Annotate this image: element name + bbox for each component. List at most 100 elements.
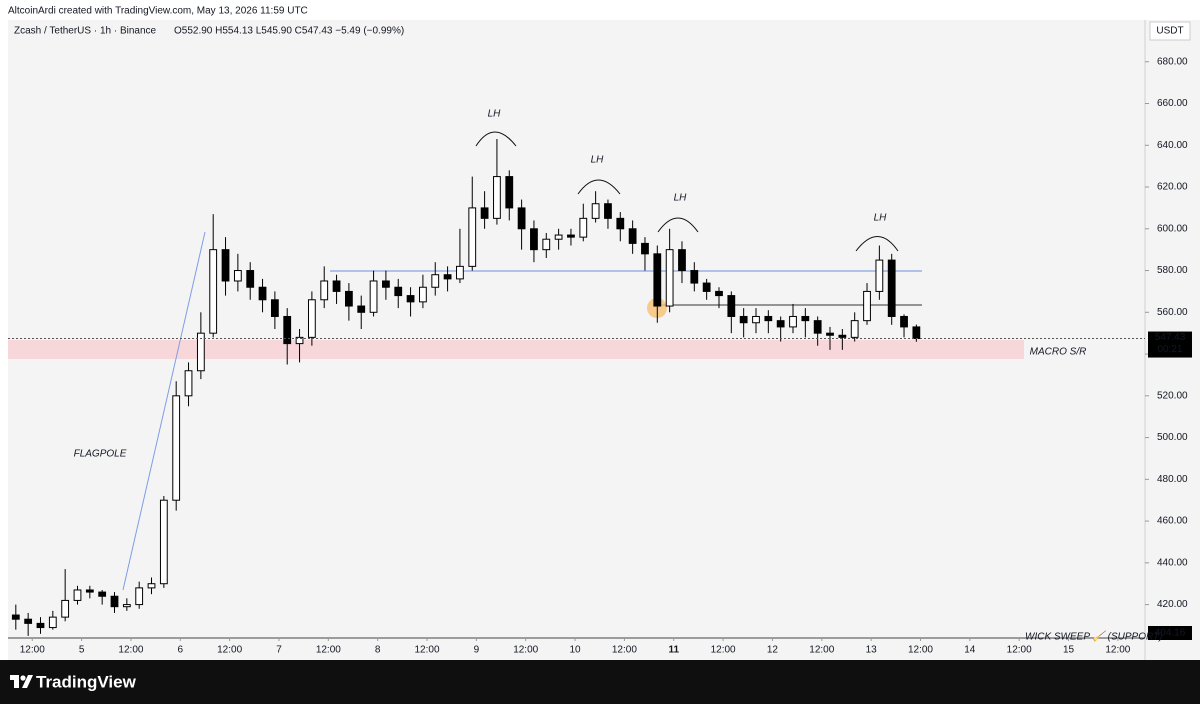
last-price-tag: [1148, 331, 1192, 358]
x-tick-label: 12:00: [316, 645, 341, 656]
footer-bar: [0, 660, 1200, 704]
candle-body: [863, 290, 871, 322]
x-tick-label: 12:00: [118, 645, 143, 656]
candle-body: [98, 591, 107, 597]
candle-body: [345, 290, 353, 307]
lh-arc: [475, 131, 517, 147]
candle-body: [604, 203, 612, 219]
candle-body: [233, 270, 242, 282]
lh-arc: [577, 179, 621, 195]
candle-body: [110, 595, 119, 608]
annotation: LH: [591, 155, 605, 166]
x-tick-label: 13: [866, 645, 878, 656]
candle-body: [172, 395, 181, 501]
candle-body: [579, 217, 588, 238]
candle-body: [591, 203, 600, 219]
x-tick-label: 12:00: [513, 645, 538, 656]
candle-body: [678, 249, 686, 272]
candle-body: [431, 274, 440, 288]
candle-body: [727, 295, 736, 317]
candle-body: [480, 207, 489, 219]
candle-body: [616, 217, 625, 230]
flagpole-line: [122, 231, 206, 591]
candle-body: [221, 249, 230, 282]
x-tick-label: 9: [474, 645, 480, 656]
candle-body: [875, 259, 884, 292]
x-tick-label: 8: [375, 645, 381, 656]
candle-body: [567, 234, 575, 238]
candle-body: [61, 599, 70, 618]
candle-body: [813, 320, 822, 334]
ohlc-summary: O552.90 H554.13 L545.90 C547.43 −5.49 (−…: [174, 26, 404, 37]
candle-body: [258, 286, 267, 301]
x-tick-label: 12:00: [809, 645, 834, 656]
y-tick-label: 580.00: [1157, 265, 1188, 276]
candle-body: [801, 315, 810, 322]
y-tick-label: 680.00: [1157, 56, 1188, 67]
y-tick-label: 560.00: [1157, 307, 1188, 318]
price-tag-box: [1148, 626, 1192, 640]
candle-body: [196, 332, 205, 372]
y-tick-label: 620.00: [1157, 182, 1188, 193]
candle-body: [702, 282, 711, 292]
candle-body: [209, 249, 218, 334]
candle-body: [764, 315, 773, 322]
candle-body: [246, 270, 255, 288]
candle-body: [369, 280, 378, 313]
y-tick-label: 500.00: [1157, 432, 1188, 443]
candle-body: [739, 315, 748, 324]
candle-body: [789, 315, 797, 328]
support-zone: [8, 340, 1024, 359]
candle-body: [912, 326, 921, 340]
countdown: 00:21: [1157, 344, 1182, 355]
annotation: MACRO S/R: [1030, 347, 1087, 358]
candle-body: [320, 280, 329, 301]
credit: AltcoinArdi created with TradingView.com…: [8, 6, 308, 17]
candle-body: [530, 228, 538, 251]
y-tick-label: 440.00: [1157, 557, 1188, 568]
annotation: FLAGPOLE: [74, 449, 127, 460]
candle-body: [135, 587, 144, 606]
x-tick-label: 12:00: [612, 645, 637, 656]
candle-body: [159, 499, 168, 585]
currency-box: [1149, 21, 1191, 41]
candle-body: [542, 238, 551, 251]
candle-body: [517, 207, 526, 230]
x-tick-label: 11: [668, 645, 679, 656]
candle-body: [826, 332, 834, 336]
candle-body: [554, 234, 563, 240]
candle-body: [36, 622, 45, 629]
candle-body: [332, 280, 341, 292]
candle-body: [443, 274, 452, 280]
candle-body: [11, 614, 20, 620]
y-tick-label: 460.00: [1157, 516, 1188, 527]
candle-body: [73, 589, 82, 601]
candle-body: [394, 286, 403, 297]
y-tick-label: 660.00: [1157, 98, 1188, 109]
logo-text: TradingView: [36, 672, 137, 691]
candle-body: [900, 315, 908, 328]
candle-body: [752, 315, 760, 324]
candle-body: [776, 320, 785, 328]
candle-body: [419, 286, 427, 303]
y-tick-label: 480.00: [1157, 474, 1188, 485]
lh-arc: [657, 217, 699, 233]
candle-body: [357, 305, 366, 313]
candle-body: [147, 583, 156, 589]
candle-body: [85, 589, 94, 593]
x-tick-label: 12:00: [1105, 645, 1130, 656]
candle-body: [270, 299, 279, 317]
x-tick-label: 12:00: [711, 645, 736, 656]
x-tick-label: 6: [178, 645, 184, 656]
x-tick-label: 14: [964, 645, 976, 656]
candle-body: [850, 320, 859, 338]
x-tick-label: 12:00: [908, 645, 933, 656]
price-tag: 404.16: [1155, 628, 1186, 639]
candle-body: [184, 370, 193, 397]
last-price-label: 547.43: [1155, 332, 1186, 343]
candle-body: [307, 299, 316, 338]
candle-body: [887, 259, 896, 317]
candle-body: [382, 280, 390, 288]
symbol: Zcash / TetherUS · 1h · Binance: [14, 26, 157, 37]
x-tick-label: 12:00: [20, 645, 45, 656]
